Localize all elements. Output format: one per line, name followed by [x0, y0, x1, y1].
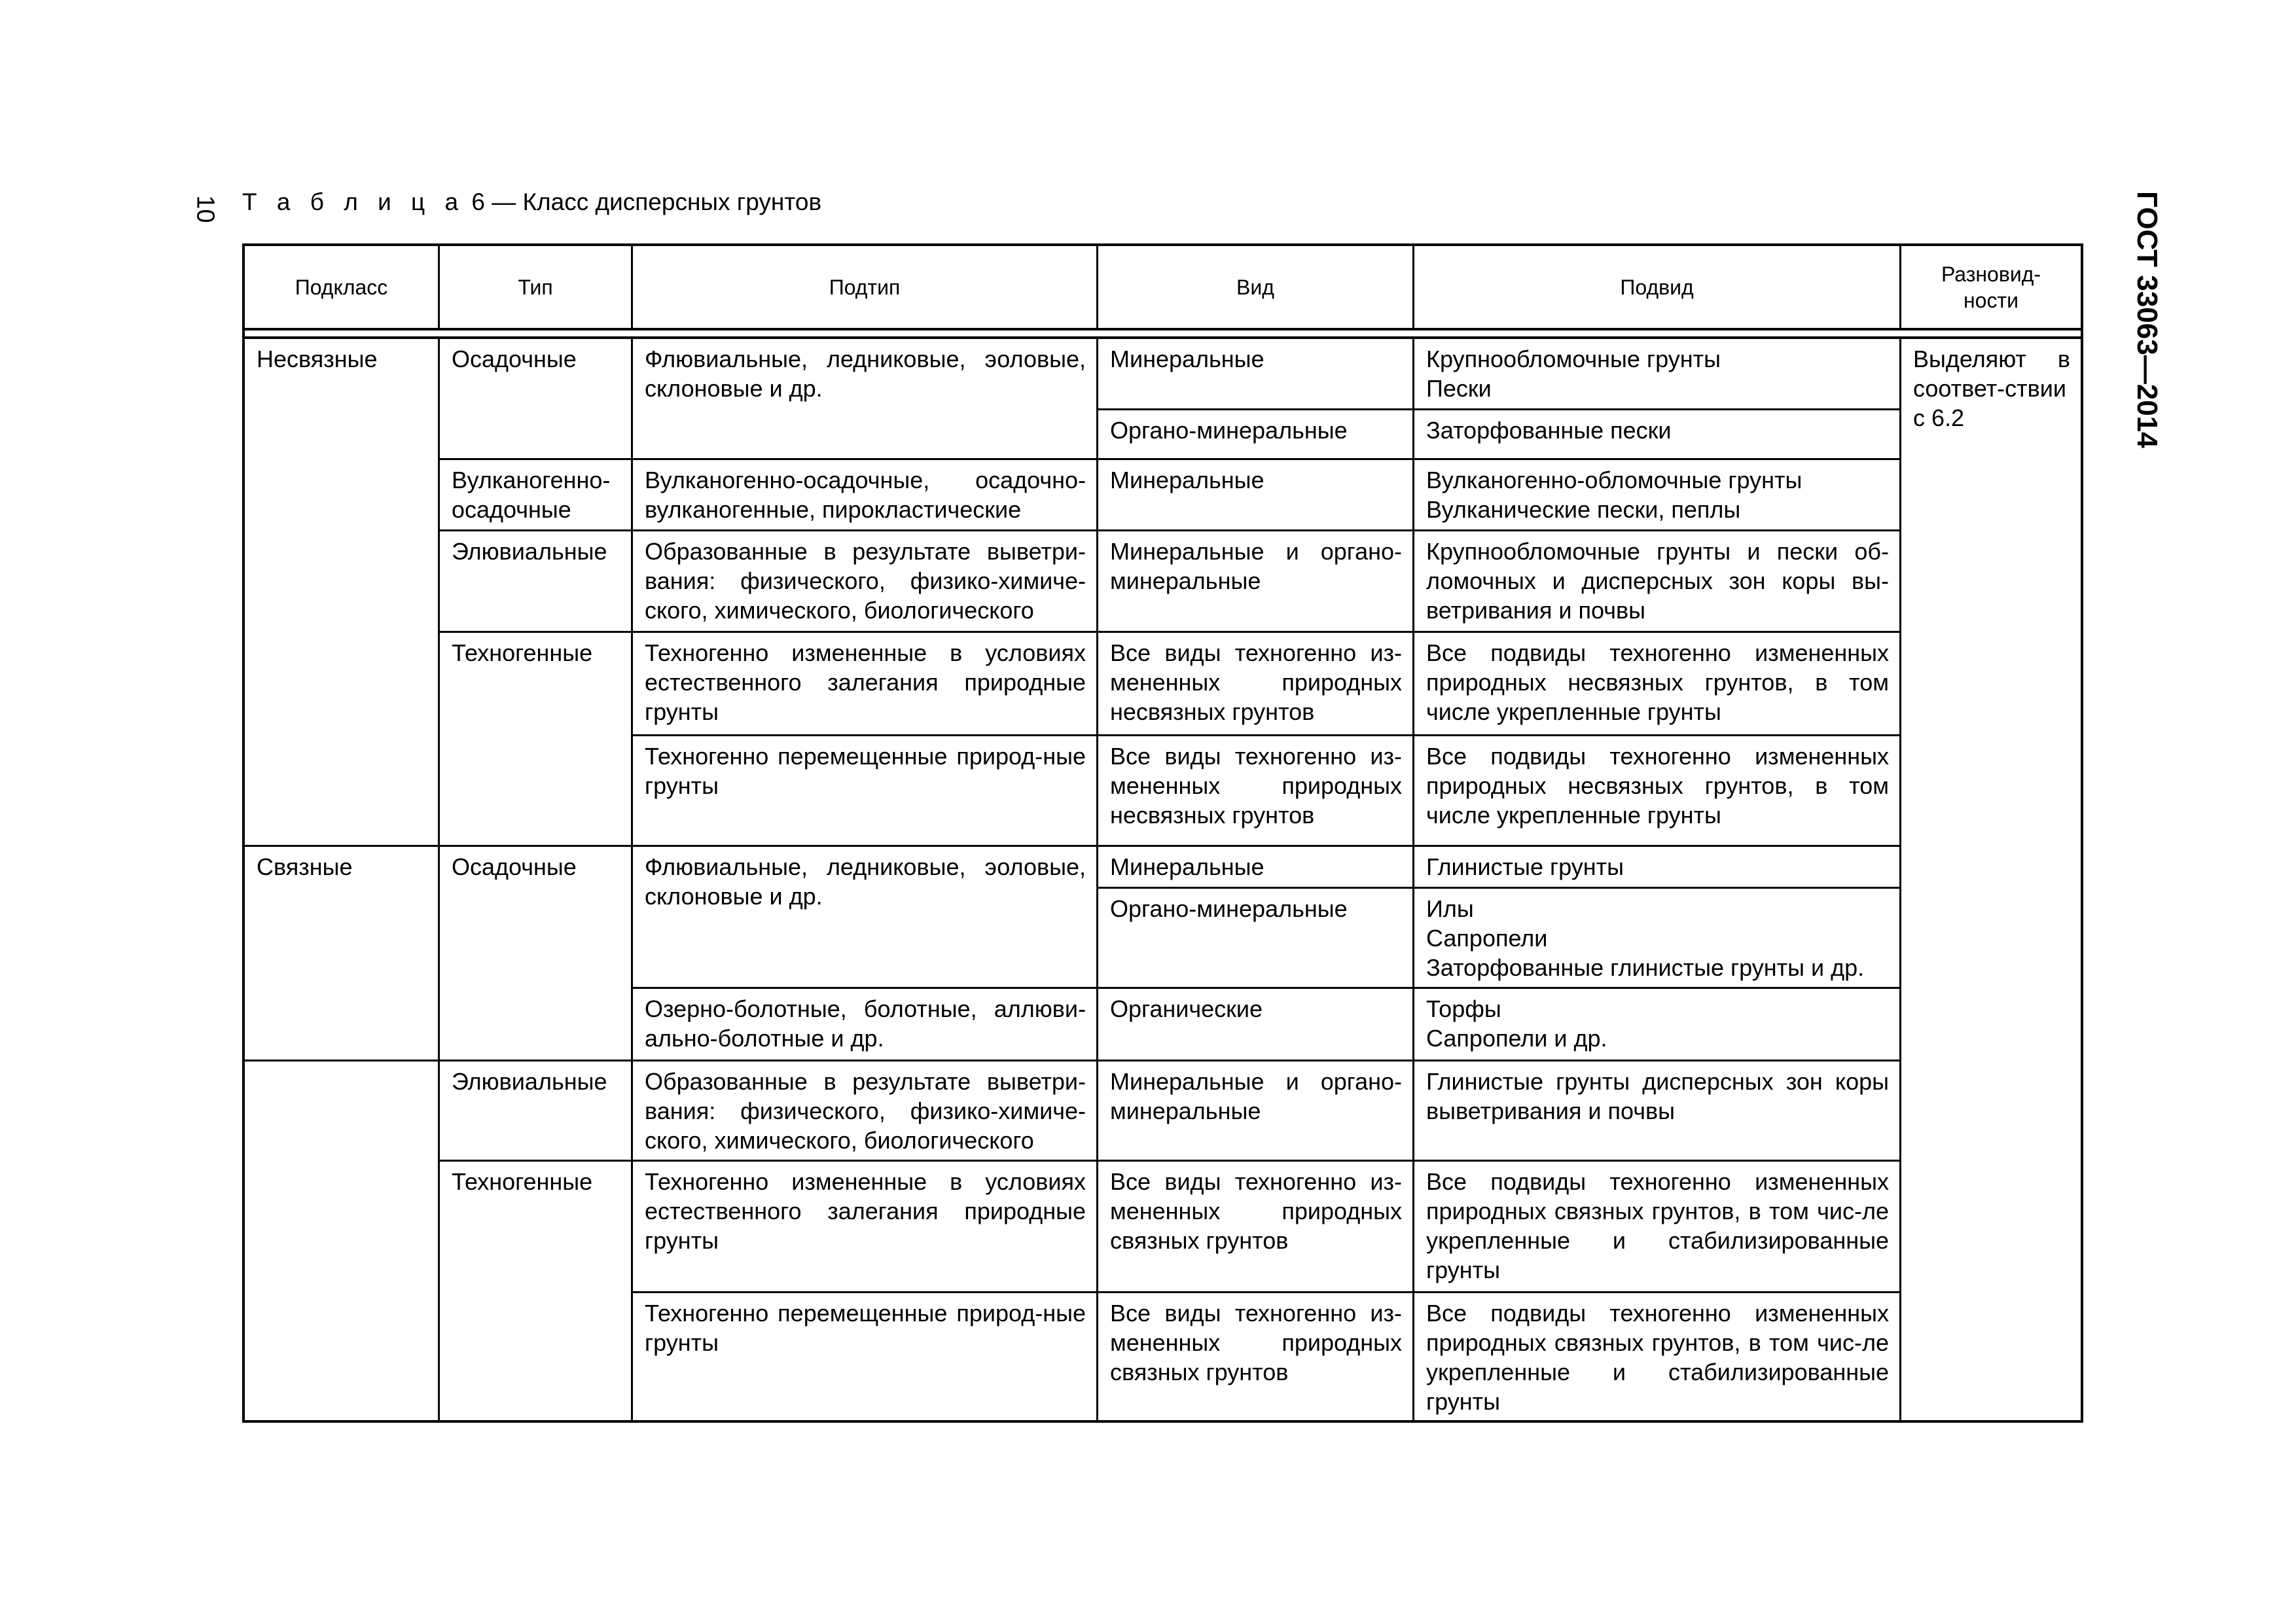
cell-podtip: Флювиальные, ледниковые, эоловые, склоно… — [633, 847, 1098, 989]
header-vid: Вид — [1098, 246, 1414, 330]
cell-podtip: Вулканогенно-осадочные, осадочно-вулкано… — [633, 460, 1098, 531]
header-tip: Тип — [440, 246, 633, 330]
cell-podvid: Все подвиды техногенно измененных природ… — [1414, 633, 1901, 736]
cell-podklass: Несвязные — [245, 339, 440, 847]
standard-id: ГОСТ 33063—2014 — [2131, 191, 2163, 448]
header-podklass: Подкласс — [245, 246, 440, 330]
cell-tip: Вулканогенно- осадочные — [440, 460, 633, 531]
cell-vid: Все виды техногенно из-мененных природны… — [1098, 1162, 1414, 1293]
caption-text: 6 — Класс дисперсных грунтов — [465, 188, 822, 215]
cell-tip: Осадочные — [440, 847, 633, 1061]
cell-tip: Элювиальные — [440, 1061, 633, 1162]
cell-vid: Минеральные и органо-минеральные — [1098, 1061, 1414, 1162]
header-podvid: Подвид — [1414, 246, 1901, 330]
cell-podtip: Озерно-болотные, болотные, аллюви-ально-… — [633, 989, 1098, 1061]
cell-podtip: Техногенно измененные в условиях естеств… — [633, 1162, 1098, 1293]
cell-tip: Техногенные — [440, 633, 633, 847]
cell-podvid: Вулканогенно-обломочные грунты Вулканиче… — [1414, 460, 1901, 531]
cell-podvid: Все подвиды техногенно измененных природ… — [1414, 1293, 1901, 1423]
header-raznovidnosti: Разновид- ности — [1901, 246, 2083, 330]
cell-raznovidnosti: Выделяют в соответ-ствии с 6.2 — [1901, 339, 2083, 1423]
cell-vid: Органо-минеральные — [1098, 410, 1414, 460]
cell-podtip: Техногенно перемещенные природ-ные грунт… — [633, 1293, 1098, 1423]
cell-vid: Минеральные — [1098, 460, 1414, 531]
cell-podvid: Глинистые грунты дисперсных зон коры выв… — [1414, 1061, 1901, 1162]
cell-vid: Органо-минеральные — [1098, 889, 1414, 989]
cell-tip: Элювиальные — [440, 531, 633, 633]
cell-vid: Все виды техногенно из-мененных природны… — [1098, 633, 1414, 736]
cell-podvid: Крупнообломочные грунты и пески об-ломоч… — [1414, 531, 1901, 633]
header-podtip: Подтип — [633, 246, 1098, 330]
cell-vid: Минеральные и органо-минеральные — [1098, 531, 1414, 633]
cell-podklass: Связные — [245, 847, 440, 1061]
cell-podklass-empty — [245, 1061, 440, 1423]
cell-podtip: Образованные в результате выветри-вания:… — [633, 531, 1098, 633]
cell-vid: Минеральные — [1098, 339, 1414, 410]
cell-podvid: Торфы Сапропели и др. — [1414, 989, 1901, 1061]
cell-podvid: Илы Сапропели Заторфованные глинистые гр… — [1414, 889, 1901, 989]
caption-label: Т а б л и ц а — [242, 188, 465, 215]
cell-podvid: Глинистые грунты — [1414, 847, 1901, 889]
cell-podtip: Флювиальные, ледниковые, эоловые, склоно… — [633, 339, 1098, 460]
cell-podvid: Все подвиды техногенно измененных природ… — [1414, 1162, 1901, 1293]
cell-podvid: Заторфованные пески — [1414, 410, 1901, 460]
cell-podtip: Техногенно измененные в условиях естеств… — [633, 633, 1098, 736]
cell-tip: Осадочные — [440, 339, 633, 460]
page-number: 10 — [191, 195, 219, 223]
table-caption: Т а б л и ц а 6 — Класс дисперсных грунт… — [242, 188, 821, 216]
cell-podvid: Крупнообломочные грунты Пески — [1414, 339, 1901, 410]
cell-podvid: Все подвиды техногенно измененных природ… — [1414, 736, 1901, 847]
cell-vid: Все виды техногенно из-мененных природны… — [1098, 1293, 1414, 1423]
cell-vid: Органические — [1098, 989, 1414, 1061]
header-double-line — [245, 330, 2083, 339]
cell-podtip: Образованные в результате выветри-вания:… — [633, 1061, 1098, 1162]
cell-vid: Все виды техногенно из-мененных природны… — [1098, 736, 1414, 847]
cell-vid: Минеральные — [1098, 847, 1414, 889]
soil-class-table: Подкласс Тип Подтип Вид Подвид Разновид-… — [242, 243, 2083, 1423]
cell-tip: Техногенные — [440, 1162, 633, 1423]
cell-podtip: Техногенно перемещенные природ-ные грунт… — [633, 736, 1098, 847]
